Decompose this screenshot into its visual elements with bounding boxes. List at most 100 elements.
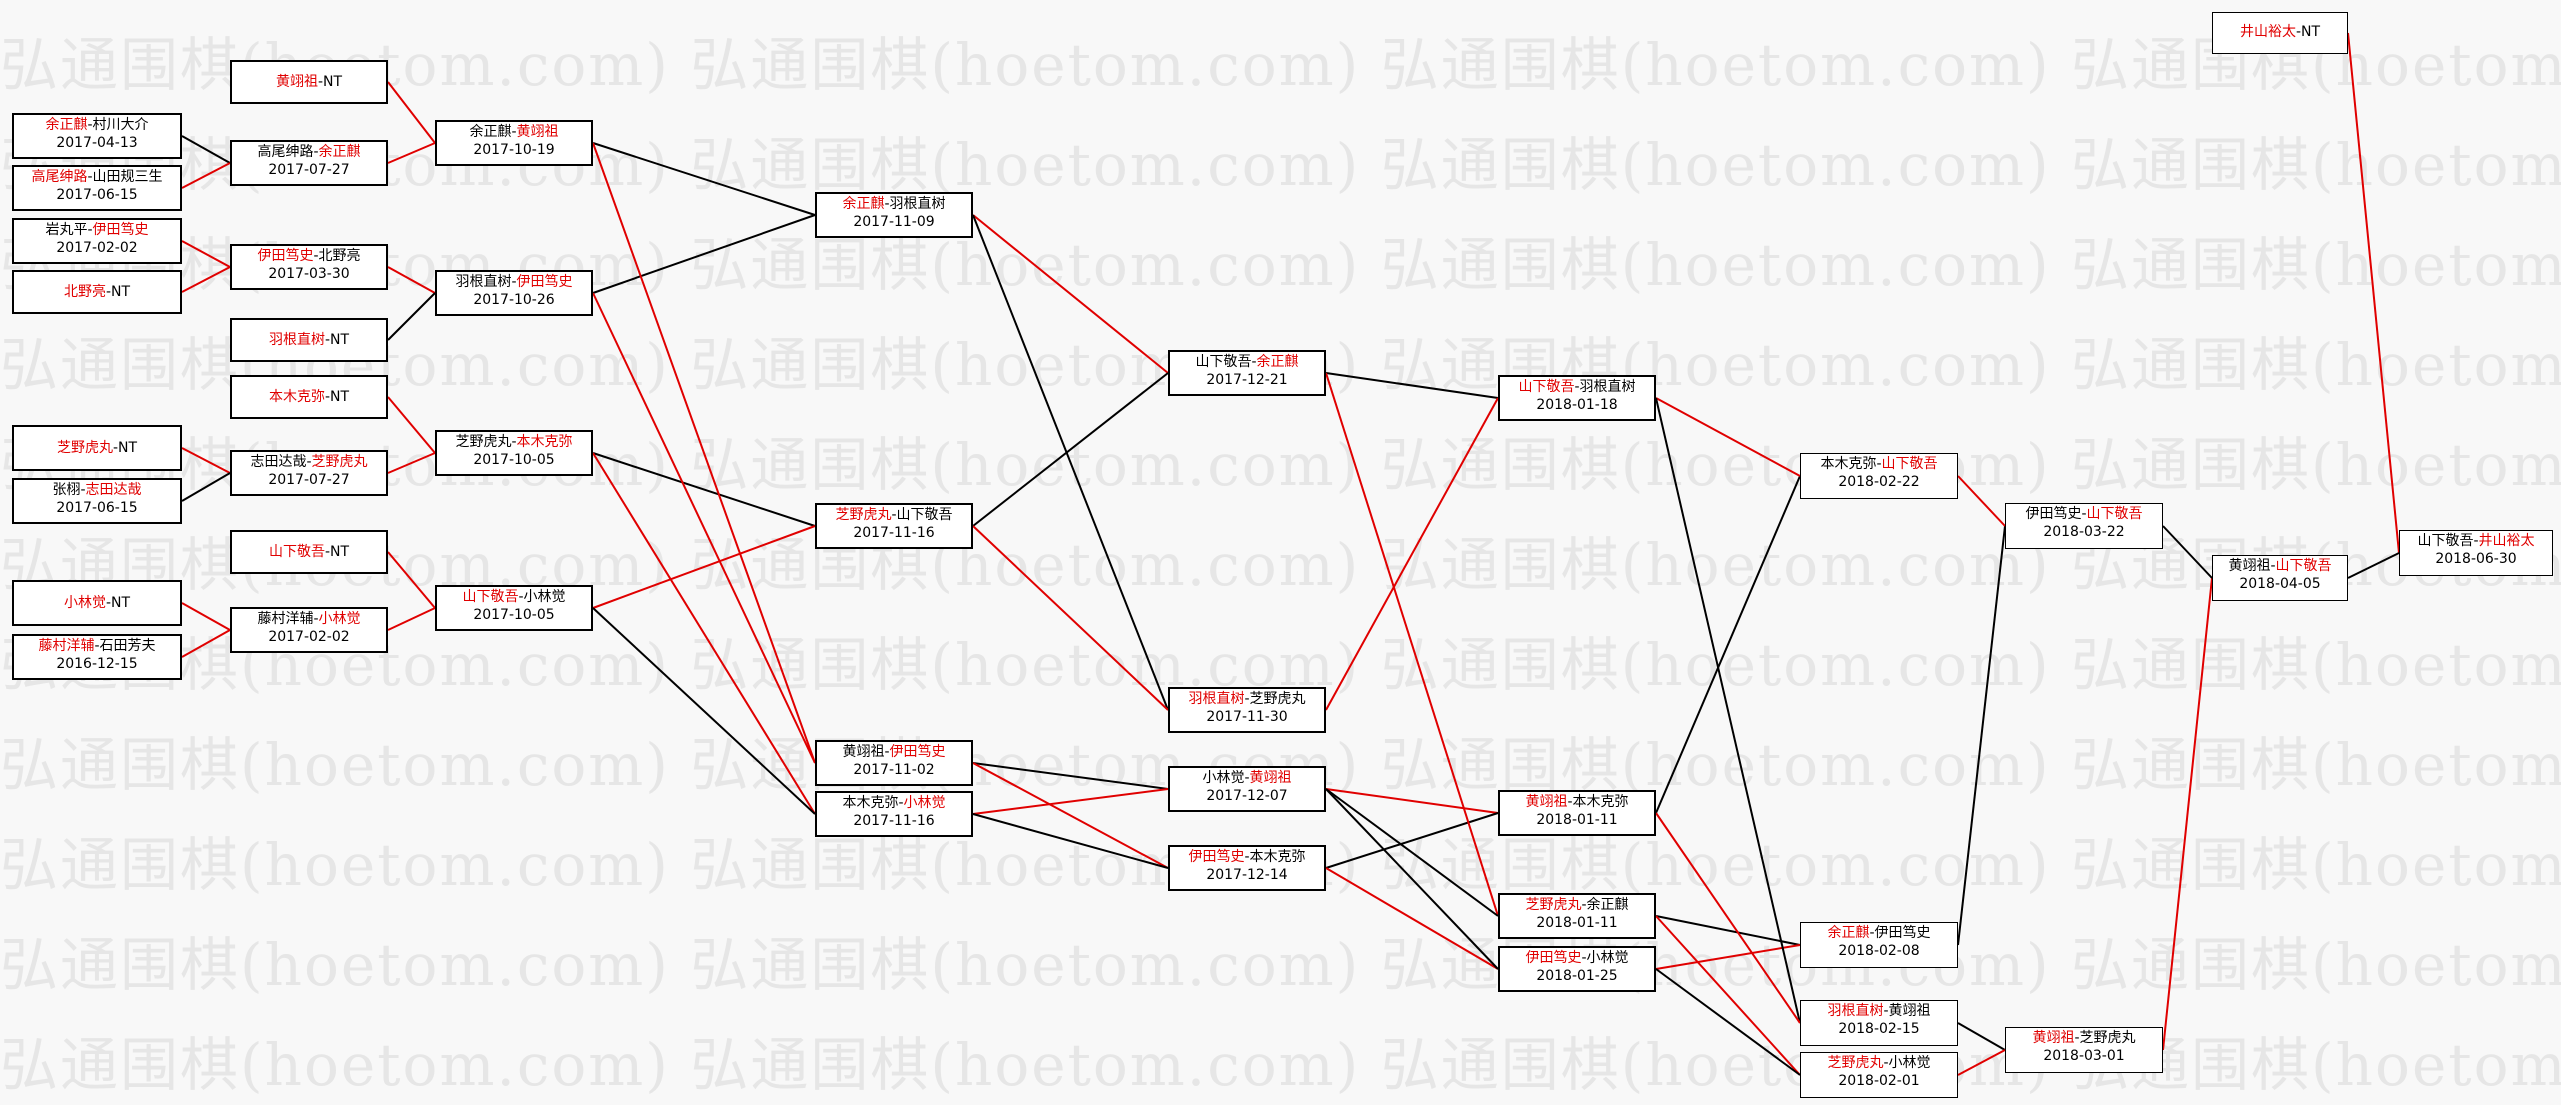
player-1: 山下敬吾 xyxy=(462,589,519,605)
vs-dash: - xyxy=(884,196,890,212)
match-box: 藤村洋辅-石田芳夫 2016-12-15 xyxy=(12,634,182,680)
vs-dash: - xyxy=(1244,849,1250,865)
bracket-line xyxy=(972,214,1169,374)
bracket-line xyxy=(181,602,231,631)
match-box: 志田达哉-芝野虎丸 2017-07-27 xyxy=(230,450,388,496)
bracket-line xyxy=(592,142,816,216)
bracket-line xyxy=(1325,788,1499,814)
match-players: 小林觉-NT xyxy=(14,594,180,612)
vs-dash: - xyxy=(313,611,319,627)
player-1: 北野亮 xyxy=(63,284,106,300)
match-date: 2017-02-02 xyxy=(268,629,350,645)
player-1: 羽根直树 xyxy=(455,274,512,290)
bracket-line xyxy=(387,266,436,294)
player-1: 黄翊祖 xyxy=(275,74,318,90)
player-2: 余正麒 xyxy=(1586,897,1629,913)
bracket-line xyxy=(1325,867,1499,970)
match-box: 高尾绅路-山田规三生 2017-06-15 xyxy=(12,165,182,211)
player-1: 井山裕太 xyxy=(2239,24,2296,40)
vs-dash: - xyxy=(324,332,331,348)
player-1: 藤村洋辅 xyxy=(38,638,95,654)
match-players: 张栩-志田达哉 xyxy=(14,481,180,499)
player-2: 羽根直树 xyxy=(1579,379,1636,395)
vs-dash: - xyxy=(324,389,331,405)
match-players: 藤村洋辅-石田芳夫 xyxy=(14,637,180,655)
bracket-line xyxy=(972,525,1169,711)
match-date: 2018-01-11 xyxy=(1536,812,1618,828)
match-players: 山下敬吾-羽根直树 xyxy=(1500,378,1654,396)
vs-dash: - xyxy=(2270,558,2276,574)
player-1: 伊田笃史 xyxy=(257,248,314,264)
player-2: 志田达哉 xyxy=(85,482,142,498)
match-date: 2017-03-30 xyxy=(268,266,350,282)
bracket-line xyxy=(1655,397,1801,1024)
match-players: 余正麒-村川大介 xyxy=(14,116,180,134)
player-2: 伊田笃史 xyxy=(1874,925,1931,941)
player-2: 芝野虎丸 xyxy=(2079,1030,2136,1046)
player-1: 羽根直树 xyxy=(1827,1003,1884,1019)
bracket-line xyxy=(181,447,231,474)
match-date: 2017-02-02 xyxy=(56,240,138,256)
match-date: 2017-11-02 xyxy=(853,762,935,778)
player-2: 余正麒 xyxy=(318,144,361,160)
player-1: 志田达哉 xyxy=(250,454,307,470)
match-date: 2017-11-16 xyxy=(853,813,935,829)
bracket-line xyxy=(387,142,436,164)
player-2: NT xyxy=(330,544,350,560)
match-date: 2018-03-22 xyxy=(2043,524,2125,540)
bracket-line xyxy=(181,240,231,268)
bracket-line xyxy=(387,551,436,609)
match-players: 黄翊祖-山下敬吾 xyxy=(2213,557,2347,575)
match-box: 余正麒-黄翊祖 2017-10-19 xyxy=(435,120,593,166)
match-box: 小林觉-黄翊祖 2017-12-07 xyxy=(1168,766,1326,812)
vs-dash: - xyxy=(1244,691,1250,707)
player-1: 山下敬吾 xyxy=(2417,533,2474,549)
match-players: 志田达哉-芝野虎丸 xyxy=(232,453,386,471)
vs-dash: - xyxy=(511,124,517,140)
match-players: 井山裕太-NT xyxy=(2213,23,2347,41)
match-box: 黄翊祖-本木克弥 2018-01-11 xyxy=(1498,790,1656,836)
match-players: 伊田笃史-北野亮 xyxy=(232,247,386,265)
match-box: 山下敬吾-NT xyxy=(230,530,388,574)
match-box: 余正麒-村川大介 2017-04-13 xyxy=(12,113,182,159)
match-box: 山下敬吾-羽根直树 2018-01-18 xyxy=(1498,375,1656,421)
match-players: 余正麒-伊田笃史 xyxy=(1801,924,1957,942)
vs-dash: - xyxy=(317,74,324,90)
bracket-line xyxy=(1325,788,1499,917)
bracket-line xyxy=(1655,475,1801,814)
player-1: 黄翊祖 xyxy=(842,744,885,760)
match-box: 黄翊祖-芝野虎丸 2018-03-01 xyxy=(2005,1027,2163,1073)
player-1: 小林觉 xyxy=(63,595,106,611)
player-2: 小林觉 xyxy=(318,611,361,627)
bracket-line xyxy=(1655,397,1801,477)
player-2: NT xyxy=(323,74,343,90)
vs-dash: - xyxy=(105,595,112,611)
player-1: 高尾绅路 xyxy=(257,144,314,160)
bracket-line xyxy=(592,142,816,764)
match-players: 伊田笃史-本木克弥 xyxy=(1170,848,1324,866)
player-2: 山田规三生 xyxy=(92,169,163,185)
bracket-line xyxy=(1655,812,1801,1024)
player-2: NT xyxy=(111,595,131,611)
player-1: 黄翊祖 xyxy=(2228,558,2271,574)
bracket-line xyxy=(592,292,816,764)
vs-dash: - xyxy=(518,589,524,605)
match-players: 芝野虎丸-余正麒 xyxy=(1500,896,1654,914)
player-2: 黄翊祖 xyxy=(516,124,559,140)
player-2: 小林觉 xyxy=(1888,1055,1931,1071)
player-1: 岩丸平 xyxy=(45,222,88,238)
match-date: 2018-04-05 xyxy=(2239,576,2321,592)
match-players: 余正麒-羽根直树 xyxy=(817,195,971,213)
bracket-line xyxy=(181,629,231,658)
bracket-line xyxy=(2347,32,2400,554)
match-players: 芝野虎丸-本木克弥 xyxy=(437,433,591,451)
match-date: 2017-10-26 xyxy=(473,292,555,308)
match-players: 黄翊祖-伊田笃史 xyxy=(817,743,971,761)
match-box: 小林觉-NT xyxy=(12,580,182,626)
player-2: NT xyxy=(330,389,350,405)
player-2: 山下敬吾 xyxy=(896,507,953,523)
match-box: 伊田笃史-本木克弥 2017-12-14 xyxy=(1168,845,1326,891)
bracket-line xyxy=(1325,812,1499,869)
match-date: 2017-10-19 xyxy=(473,142,555,158)
match-players: 本木克弥-NT xyxy=(232,388,386,406)
